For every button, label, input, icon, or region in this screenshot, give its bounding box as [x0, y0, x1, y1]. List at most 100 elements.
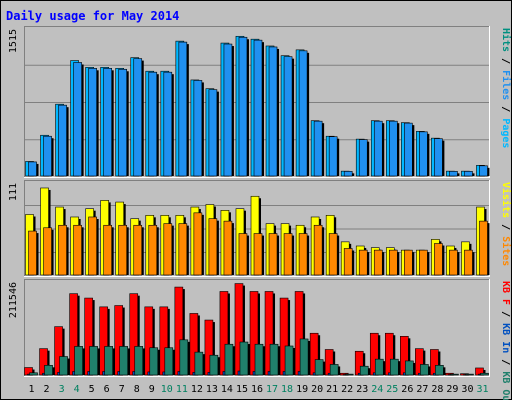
- bar-sites-day-1: [28, 230, 39, 276]
- bar-fill: [434, 138, 443, 177]
- bar-fill: [405, 360, 414, 376]
- bar-fill: [28, 161, 37, 177]
- legend-entry: /: [500, 353, 511, 371]
- panel-legend: Hits / Files / Pages: [500, 28, 512, 148]
- bar-fill: [299, 338, 309, 376]
- bar-fill: [59, 356, 68, 376]
- x-tick-label-day-15: 15: [236, 384, 248, 395]
- x-tick-label-day-1: 1: [29, 384, 35, 395]
- bar-files-day-22: [343, 171, 355, 177]
- bar-fill: [329, 364, 339, 376]
- bar-fill: [464, 171, 473, 177]
- x-tick-label-day-6: 6: [104, 384, 110, 395]
- bar-fill: [268, 233, 278, 276]
- bar-fill: [88, 67, 97, 177]
- bar-sites-day-5: [88, 216, 99, 276]
- bar-fill: [358, 249, 368, 276]
- bar-files-day-9: [148, 71, 159, 177]
- bar-fill: [343, 248, 353, 276]
- bar-fill: [419, 131, 428, 177]
- bar-fill: [328, 136, 338, 177]
- y-max-label: 1515: [8, 29, 19, 53]
- bar-files-day-24: [373, 120, 385, 177]
- bar-kb-out-day-24: [374, 358, 386, 376]
- bar-fill: [44, 365, 53, 376]
- bar-fill: [404, 122, 413, 177]
- x-tick-label-day-20: 20: [311, 384, 323, 395]
- legend-entry: KB F: [500, 281, 511, 305]
- series-kb-f: [24, 283, 486, 376]
- bar-files-day-3: [58, 104, 69, 177]
- bar-fill: [373, 120, 383, 177]
- panel-legend: KB F / KB In / KB Out: [500, 281, 511, 400]
- x-tick-label-day-3: 3: [59, 384, 65, 395]
- bar-kb-out-day-10: [164, 347, 175, 376]
- x-axis-day-labels: 1 2 3 4 5 6 7 8 9 10 11 12 13 14 15 16 17 18 19 20 21 22 23 24 2…: [29, 384, 489, 395]
- bar-sites-day-6: [103, 224, 114, 276]
- bar-fill: [223, 220, 233, 276]
- bar-kb-out-day-12: [194, 351, 205, 376]
- bar-kb-out-day-9: [149, 347, 160, 376]
- bar-kb-out-day-5: [89, 346, 100, 376]
- bar-fill: [269, 343, 279, 376]
- bar-fill: [164, 347, 174, 376]
- bar-fill: [133, 58, 143, 177]
- legend-entry: Files: [500, 70, 512, 100]
- bar-files-day-8: [133, 58, 144, 177]
- bar-files-day-13: [208, 89, 219, 177]
- bar-fill: [298, 50, 308, 177]
- bar-fill: [313, 120, 323, 177]
- bar-fill: [435, 365, 444, 376]
- bar-sites-day-27: [419, 249, 430, 276]
- bar-fill: [193, 80, 203, 177]
- bar-fill: [465, 373, 474, 376]
- bar-files-day-31: [479, 165, 490, 177]
- bar-sites-day-25: [388, 249, 400, 276]
- bar-fill: [450, 373, 459, 376]
- bar-files-day-12: [193, 80, 204, 177]
- bar-fill: [420, 364, 429, 376]
- bar-files-day-16: [253, 39, 264, 177]
- bar-files-day-11: [178, 41, 189, 177]
- bar-files-day-23: [358, 139, 370, 177]
- bar-files-day-15: [238, 36, 249, 177]
- bar-files-day-2: [43, 135, 54, 177]
- bar-sites-day-26: [404, 249, 415, 276]
- bar-sites-day-23: [358, 249, 370, 276]
- bar-fill: [268, 46, 278, 177]
- x-tick-label-day-4: 4: [74, 384, 80, 395]
- bar-fill: [194, 351, 204, 376]
- bar-files-day-19: [298, 50, 310, 177]
- bar-kb-out-day-3: [59, 356, 70, 376]
- x-tick-label-day-23: 23: [356, 384, 368, 395]
- bar-fill: [284, 345, 294, 376]
- x-tick-label-day-29: 29: [446, 384, 458, 395]
- bar-kb-out-day-1: [29, 372, 40, 376]
- bar-fill: [298, 233, 308, 276]
- bar-fill: [163, 223, 173, 276]
- bar-sites-day-19: [298, 233, 310, 276]
- legend-entry: Visits: [500, 182, 512, 218]
- bar-files-day-7: [118, 68, 129, 177]
- legend-entry: KB In: [500, 323, 511, 353]
- bar-fill: [358, 139, 368, 177]
- x-tick-label-day-27: 27: [416, 384, 428, 395]
- bar-kb-out-day-21: [329, 364, 341, 376]
- series-sites: [28, 212, 490, 276]
- bar-fill: [254, 343, 264, 376]
- bar-fill: [133, 224, 143, 276]
- legend-entry: /: [500, 305, 511, 323]
- legend-entry: /: [500, 218, 511, 236]
- bar-sites-day-13: [208, 218, 219, 276]
- bar-fill: [118, 68, 128, 177]
- bar-sites-day-21: [328, 233, 340, 276]
- bar-fill: [163, 71, 173, 177]
- bar-kb-out-day-22: [344, 373, 354, 376]
- legend-entry: KB Out: [500, 371, 511, 400]
- bar-files-day-30: [464, 171, 475, 177]
- bar-fill: [343, 171, 353, 177]
- bar-files-day-18: [283, 56, 295, 177]
- bar-fill: [253, 233, 263, 276]
- bar-fill: [148, 71, 158, 177]
